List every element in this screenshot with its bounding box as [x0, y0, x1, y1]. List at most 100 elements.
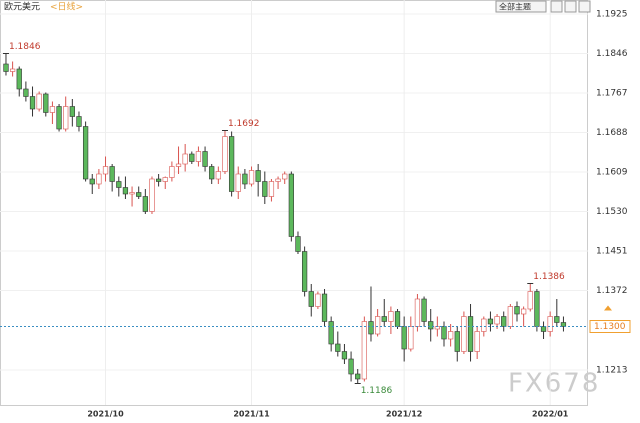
tool-icon[interactable] — [550, 0, 563, 13]
y-tick-label: 1.1530 — [596, 207, 628, 217]
candle-body — [381, 316, 387, 322]
tool-icon[interactable] — [564, 0, 577, 13]
candle-body — [308, 291, 314, 307]
current-price-arrow — [604, 305, 612, 311]
candle-body — [514, 306, 520, 315]
candle-body — [69, 106, 75, 117]
candle-body — [149, 178, 155, 212]
candle-body — [494, 316, 500, 325]
candle-body — [202, 151, 208, 167]
candle-body — [474, 331, 480, 352]
candle-body — [102, 166, 109, 175]
candle-body — [162, 177, 168, 182]
candle-body — [534, 291, 540, 327]
candle-body — [122, 187, 129, 195]
candle-body — [414, 298, 421, 327]
candle-body — [56, 106, 62, 130]
candle-body — [116, 181, 122, 188]
candle-body — [467, 316, 474, 352]
candle-body — [142, 196, 148, 212]
candle-body — [29, 96, 36, 110]
candle-body — [428, 321, 434, 330]
theme-button-label[interactable]: 全部主题 — [499, 2, 531, 12]
candle-body — [301, 251, 308, 292]
candle-body — [215, 171, 221, 180]
candle-body — [540, 326, 547, 332]
candle-body — [521, 308, 527, 315]
candle-body — [368, 321, 374, 335]
x-tick-label: 2022/01 — [532, 410, 569, 419]
candle-body — [507, 306, 513, 327]
annotation-label: 1.1186 — [361, 386, 393, 396]
candle-body — [76, 116, 82, 127]
candle-body — [348, 358, 354, 375]
candle-body — [527, 291, 533, 310]
candle-body — [242, 173, 248, 185]
candle-body — [388, 311, 394, 322]
toolbar[interactable]: 全部主题 — [495, 0, 591, 13]
period: <日线> — [50, 1, 83, 13]
candle-body — [554, 316, 560, 323]
y-tick-label: 1.1609 — [596, 168, 628, 178]
candle-body — [43, 93, 49, 113]
candle-body — [182, 153, 188, 165]
watermark: FX678 — [508, 369, 600, 399]
annotation-label: 1.1386 — [533, 272, 565, 282]
candle-body — [82, 126, 89, 180]
candle-body — [23, 88, 29, 97]
candle-body — [268, 181, 275, 197]
y-tick-label: 1.1846 — [596, 49, 628, 59]
candle-body — [49, 106, 56, 113]
candle-body — [155, 178, 162, 182]
candle-body — [560, 322, 567, 327]
plot-frame — [0, 0, 588, 406]
candle-body — [262, 181, 268, 197]
candle-body — [96, 173, 102, 185]
candle-body — [109, 166, 115, 182]
candle-body — [129, 192, 135, 195]
candle-body — [189, 153, 195, 162]
candle-body — [408, 326, 414, 350]
annotation-label: 1.1692 — [228, 119, 259, 129]
y-tick-label: 1.1451 — [596, 247, 628, 257]
candle-body — [401, 326, 407, 350]
candle-body — [288, 173, 294, 237]
x-tick-label: 2021/12 — [386, 410, 422, 419]
candle-body — [355, 373, 361, 380]
theme-button[interactable] — [495, 0, 547, 13]
candle-body — [341, 351, 348, 360]
candle-body — [461, 316, 467, 352]
title: 欧元美元 — [4, 1, 40, 13]
tool-icon[interactable] — [578, 0, 591, 13]
candle-body — [421, 298, 427, 322]
candle-body — [9, 68, 16, 72]
candle-body — [275, 178, 281, 182]
candle-body — [3, 63, 9, 72]
candle-body — [136, 192, 142, 197]
candle-body — [394, 311, 401, 327]
current-price-label: 1.1300 — [594, 322, 626, 332]
candle-body — [454, 331, 460, 352]
candle-body — [321, 293, 328, 322]
candle-body — [255, 170, 261, 182]
annotation-label: 1.1846 — [9, 42, 41, 52]
candle-body — [441, 326, 447, 340]
candle-body — [501, 316, 507, 327]
y-tick-label: 1.1688 — [596, 128, 628, 138]
candle-body — [228, 136, 235, 192]
y-tick-label: 1.1925 — [596, 10, 628, 20]
candle-body — [222, 136, 228, 172]
candle-body — [248, 170, 255, 185]
x-tick-label: 2021/11 — [233, 410, 270, 419]
candle-body — [195, 151, 202, 162]
candle-body — [374, 316, 381, 335]
candle-body — [89, 178, 95, 185]
candle-body — [487, 318, 494, 325]
candle-body — [16, 68, 22, 90]
candle-body — [361, 321, 367, 380]
candle-body — [169, 166, 175, 178]
candle-body — [448, 331, 454, 340]
candle-body — [209, 166, 215, 180]
candle-body — [335, 343, 341, 352]
